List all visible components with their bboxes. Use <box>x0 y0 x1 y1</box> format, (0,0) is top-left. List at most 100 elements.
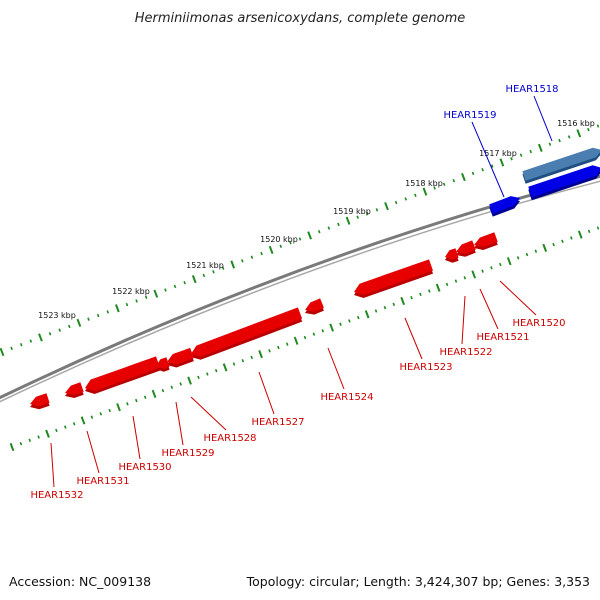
gene-label-hear1523[interactable]: HEAR1523 <box>399 362 452 373</box>
kbp-label: 1519 kbp <box>333 207 371 216</box>
gene-label-hear1520[interactable]: HEAR1520 <box>512 318 565 329</box>
inner-tick-mark <box>99 412 103 416</box>
kbp-label: 1522 kbp <box>112 287 150 296</box>
gene-feature-hear1520[interactable] <box>474 232 498 250</box>
gene-feature-hear1528[interactable] <box>167 347 194 368</box>
inner-tick-mark <box>481 269 484 273</box>
inner-tick-mark <box>587 229 591 234</box>
gene-label-hear1529[interactable]: HEAR1529 <box>161 448 214 459</box>
gene-feature-hear1531[interactable] <box>65 382 84 399</box>
outer-tick-mark <box>38 333 43 342</box>
gene-feature-hear1519[interactable] <box>489 196 520 217</box>
gene-feature-hear1527[interactable] <box>191 307 303 360</box>
gene-feature-hear1521[interactable] <box>456 240 476 257</box>
outer-tick-mark <box>289 240 292 245</box>
inner-tick-mark <box>383 305 387 310</box>
outer-tick-mark <box>48 332 52 336</box>
inner-tick-mark <box>268 349 271 353</box>
inner-tick-mark <box>80 416 86 425</box>
outer-tick-mark <box>212 270 215 274</box>
gene-feature-hear1523[interactable] <box>354 259 433 299</box>
inner-tick-mark <box>392 302 396 307</box>
outer-tick-mark <box>317 230 321 234</box>
outer-tick-mark <box>499 158 505 167</box>
leader-line-hear1531 <box>86 430 100 474</box>
outer-tick-mark <box>96 313 100 318</box>
gene-label-hear1531[interactable]: HEAR1531 <box>76 476 129 487</box>
inner-tick-mark <box>135 398 138 403</box>
leader-line-hear1520 <box>499 280 537 316</box>
outer-tick-mark <box>0 347 5 357</box>
inner-tick-mark <box>108 408 111 413</box>
leader-line-hear1532 <box>50 442 55 488</box>
outer-tick-mark <box>345 216 351 225</box>
outer-tick-mark <box>548 142 552 146</box>
inner-tick-mark <box>45 429 50 438</box>
gene-feature-hear1529[interactable] <box>156 357 170 372</box>
gene-label-hear1522[interactable]: HEAR1522 <box>439 347 492 358</box>
leader-line-hear1522 <box>461 295 466 345</box>
inner-tick-mark <box>552 242 555 247</box>
inner-tick-mark <box>356 315 360 320</box>
inner-tick-mark <box>241 359 245 363</box>
inner-tick-mark <box>454 279 458 283</box>
kbp-label: 1516 kbp <box>557 119 595 128</box>
inner-tick-mark <box>197 375 200 380</box>
gene-label-hear1528[interactable]: HEAR1528 <box>203 433 256 444</box>
gene-label-hear1532[interactable]: HEAR1532 <box>30 490 83 501</box>
gene-feature-hear1532[interactable] <box>30 393 50 410</box>
gene-feature-hear1530[interactable] <box>85 356 161 394</box>
gene-label-hear1518[interactable]: HEAR1518 <box>505 84 558 95</box>
inner-tick-mark <box>570 236 573 240</box>
inner-tick-mark <box>258 349 263 359</box>
gene-feature-hear1524[interactable] <box>305 298 324 315</box>
inner-tick-mark <box>19 441 23 446</box>
inner-tick-mark <box>232 362 236 366</box>
outer-tick-mark <box>375 208 379 212</box>
kbp-label-layer: 1516 kbp 1517 kbp 1518 kbp 1519 kbp 1520 kbp… <box>38 119 595 320</box>
outer-tick-mark <box>230 260 236 269</box>
leader-line-hear1519 <box>471 121 505 198</box>
gene-label-hear1519[interactable]: HEAR1519 <box>443 110 496 121</box>
map-title: Herminiimonas arsenicoxydans, complete g… <box>135 11 465 26</box>
outer-tick-mark <box>202 273 206 278</box>
inner-tick-mark <box>339 322 342 326</box>
kbp-label: 1518 kbp <box>405 179 443 188</box>
inner-tick-mark <box>561 239 564 243</box>
outer-tick-mark <box>106 310 110 314</box>
gene-feature-hear1518[interactable] <box>522 147 600 184</box>
gene-label-hear1521[interactable]: HEAR1521 <box>476 332 529 343</box>
gene-feature-hear1522[interactable] <box>445 248 459 263</box>
outer-tick-mark <box>414 193 417 197</box>
gene-feature-layer <box>30 147 600 410</box>
inner-tick-mark <box>471 270 477 279</box>
outer-tick-mark <box>58 328 61 332</box>
outer-tick-mark <box>144 295 148 300</box>
leader-line-hear1529 <box>175 401 184 446</box>
gene-label-hear1530[interactable]: HEAR1530 <box>118 462 171 473</box>
inner-tick-mark <box>490 266 493 270</box>
inner-tick-mark <box>179 382 182 386</box>
outer-tick-mark <box>19 343 23 347</box>
leader-line-hear1530 <box>132 415 141 460</box>
outer-tick-mark <box>576 129 582 138</box>
inner-tick-mark <box>28 438 32 443</box>
gene-label-hear1527[interactable]: HEAR1527 <box>251 417 304 428</box>
inner-tick-mark <box>534 249 538 253</box>
outer-tick-mark <box>567 135 571 139</box>
inner-tick-mark <box>374 309 378 313</box>
outer-tick-mark <box>384 202 389 211</box>
outer-tick-mark <box>183 281 186 285</box>
inner-tick-mark <box>445 282 449 287</box>
gene-label-hear1524[interactable]: HEAR1524 <box>320 392 373 403</box>
gene-feature-hear1518-lower[interactable] <box>528 165 600 201</box>
outer-tick-mark <box>164 288 167 292</box>
kbp-label: 1520 kbp <box>260 235 298 244</box>
outer-tick-mark <box>221 266 225 270</box>
inner-tick-mark <box>525 252 529 257</box>
outer-tick-mark <box>356 215 359 219</box>
inner-tick-mark <box>293 336 299 345</box>
inner-tick-mark <box>596 226 600 230</box>
inner-tick-mark <box>364 310 370 319</box>
